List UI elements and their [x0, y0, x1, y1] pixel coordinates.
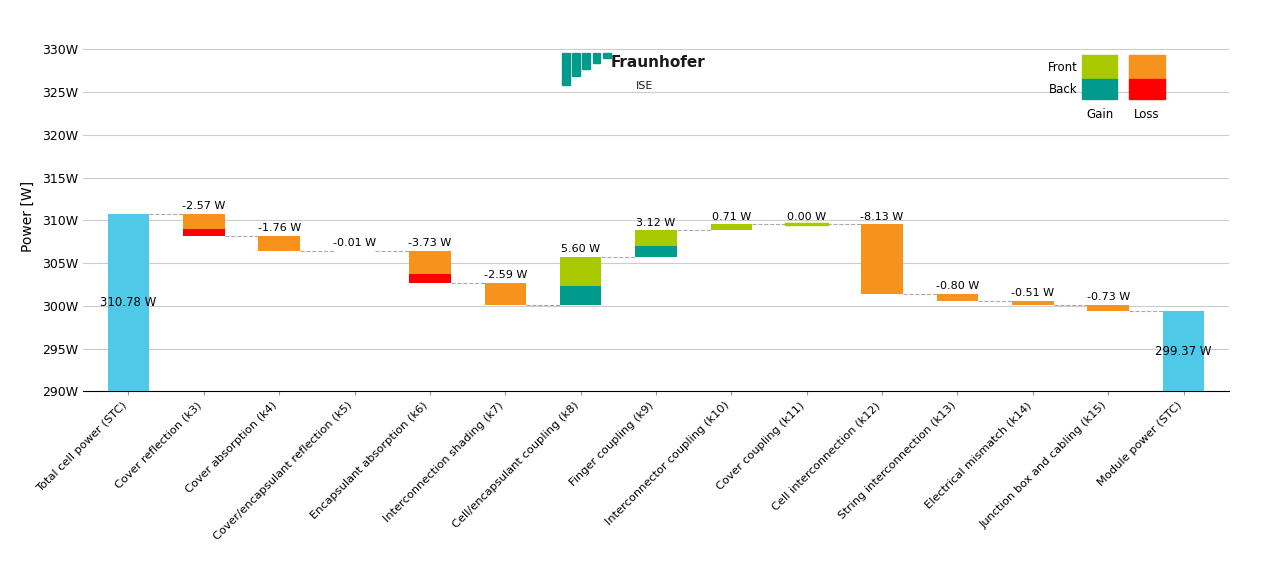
Text: -0.51 W: -0.51 W — [1011, 288, 1055, 298]
Text: Loss: Loss — [1134, 108, 1160, 121]
Text: 5.60 W: 5.60 W — [561, 244, 600, 255]
Text: Fraunhofer: Fraunhofer — [611, 55, 705, 71]
Text: 3.12 W: 3.12 W — [636, 218, 676, 228]
Text: -0.73 W: -0.73 W — [1087, 293, 1130, 303]
Bar — [635, 230, 677, 246]
Text: 299.37 W: 299.37 W — [1156, 345, 1212, 358]
Bar — [485, 283, 526, 305]
Bar — [937, 294, 978, 301]
Text: -0.01 W: -0.01 W — [333, 238, 376, 248]
Text: Front: Front — [1048, 61, 1078, 74]
Text: -0.80 W: -0.80 W — [936, 281, 979, 291]
Text: 0.00 W: 0.00 W — [787, 211, 827, 222]
Bar — [861, 224, 902, 294]
Text: -2.59 W: -2.59 W — [484, 270, 527, 280]
Text: -8.13 W: -8.13 W — [860, 211, 904, 222]
Bar — [183, 229, 224, 236]
Text: -1.76 W: -1.76 W — [257, 223, 301, 233]
Bar — [410, 274, 451, 283]
Bar — [108, 214, 150, 391]
Bar — [1162, 311, 1204, 391]
Bar — [710, 224, 753, 230]
Bar — [559, 286, 602, 305]
Text: Gain: Gain — [1085, 108, 1114, 121]
Y-axis label: Power [W]: Power [W] — [22, 180, 35, 252]
Bar — [559, 257, 602, 286]
Bar — [1088, 305, 1129, 311]
Bar — [259, 236, 300, 251]
Bar — [1012, 301, 1053, 305]
Bar — [410, 251, 451, 274]
Bar — [183, 214, 224, 229]
Text: ISE: ISE — [636, 81, 654, 91]
Bar — [635, 246, 677, 257]
Text: Back: Back — [1050, 82, 1078, 96]
Text: 310.78 W: 310.78 W — [100, 296, 156, 309]
Text: -3.73 W: -3.73 W — [408, 238, 452, 248]
Text: 0.71 W: 0.71 W — [712, 211, 751, 222]
Text: -2.57 W: -2.57 W — [182, 201, 225, 211]
